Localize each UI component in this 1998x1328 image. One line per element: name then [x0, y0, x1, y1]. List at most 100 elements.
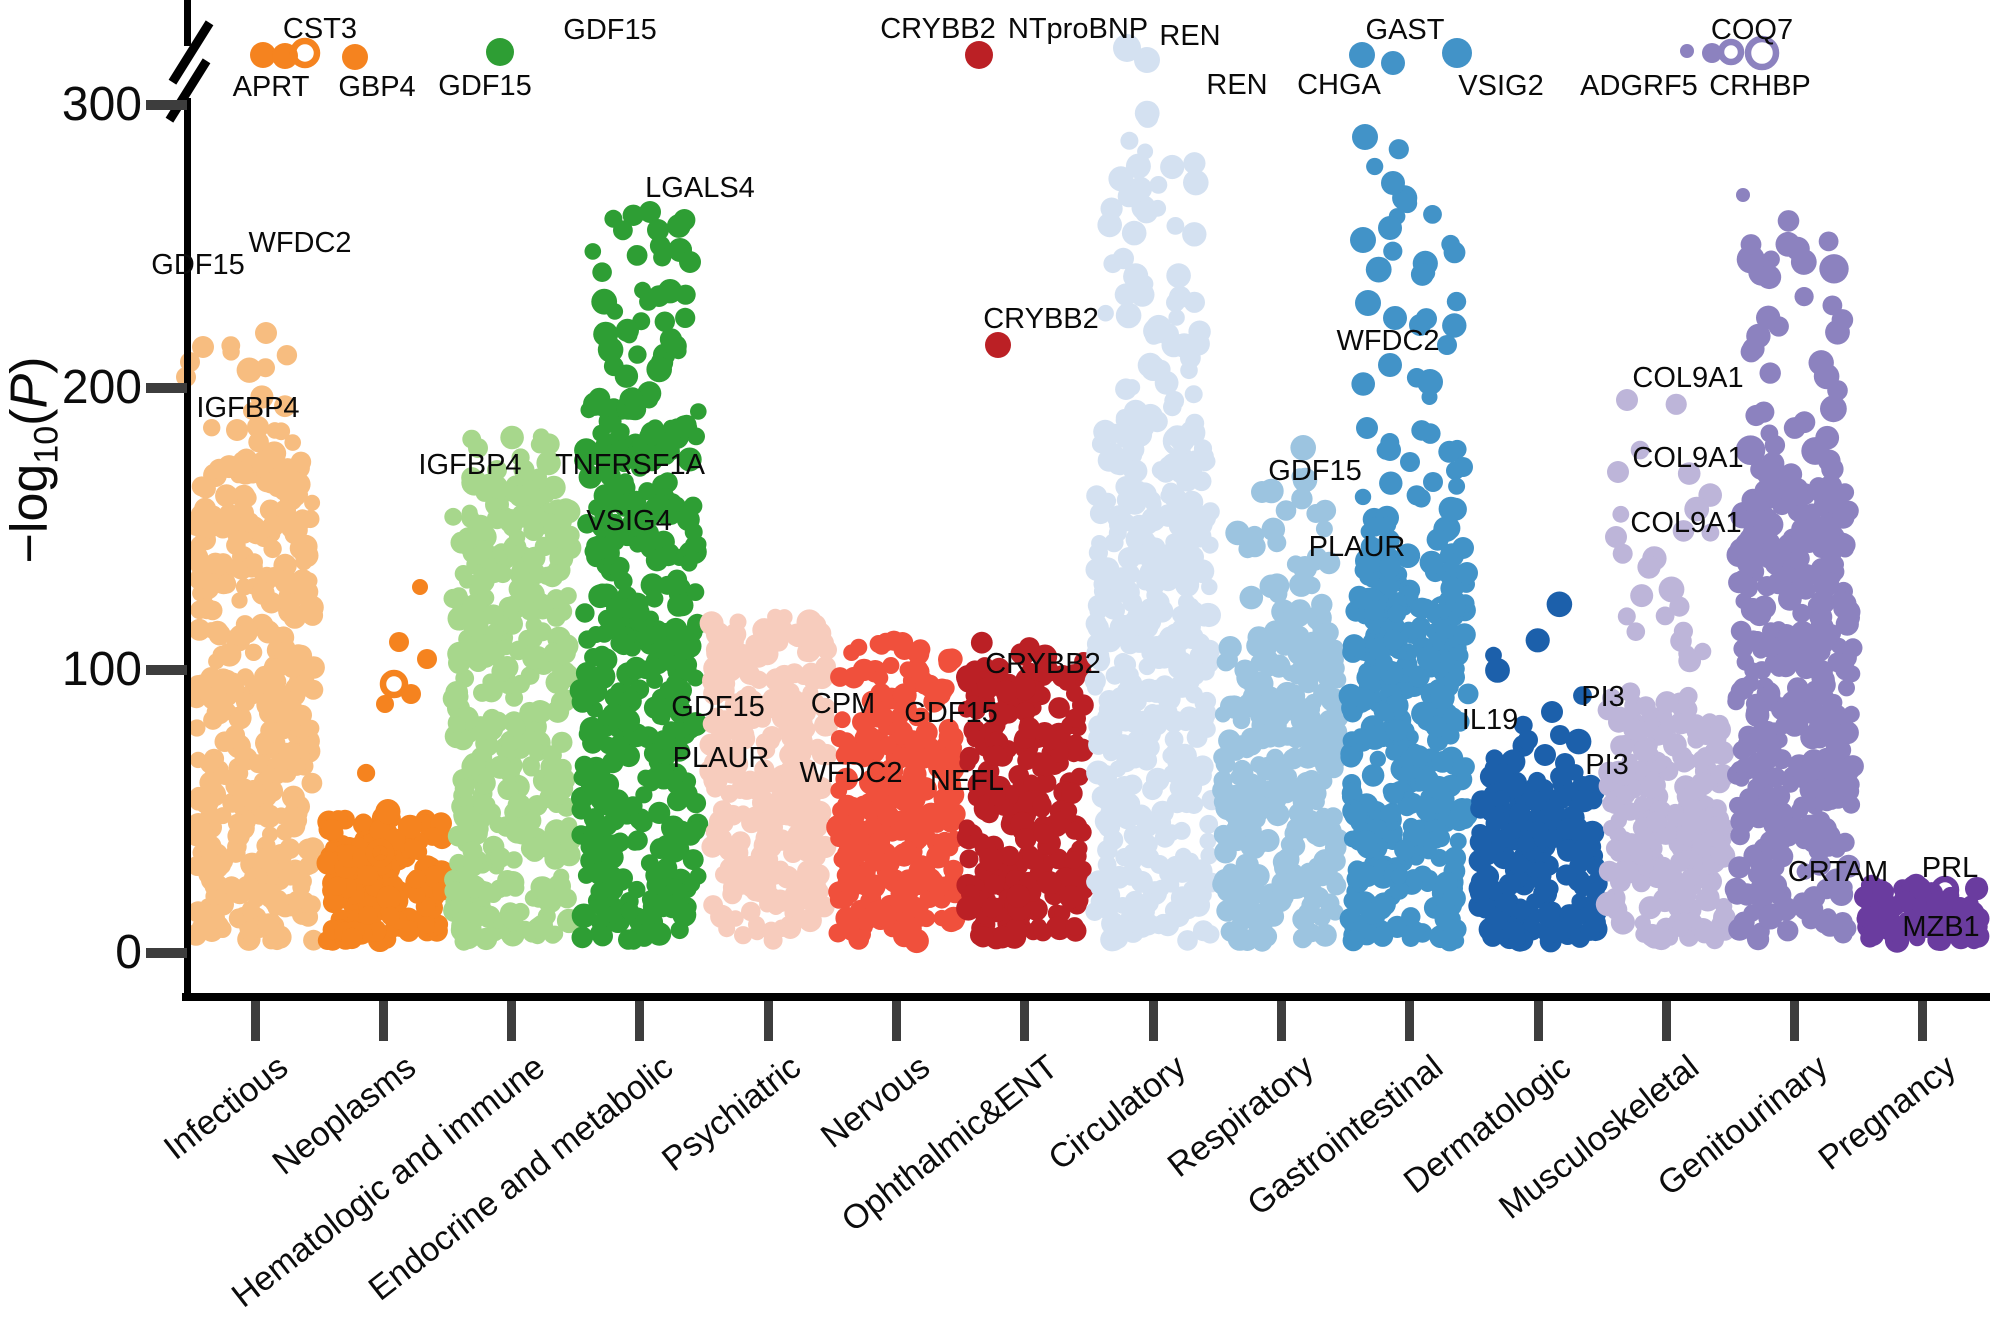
data-point: [705, 639, 728, 661]
data-point: [808, 881, 829, 902]
data-point: [1034, 754, 1057, 777]
data-point: [1089, 502, 1112, 525]
data-point: [1811, 619, 1828, 637]
data-point: [1383, 782, 1405, 804]
data-point: [1256, 829, 1280, 852]
data-point: [375, 799, 401, 825]
data-point: [1189, 646, 1208, 665]
data-point: [1740, 234, 1762, 255]
data-point: [1550, 725, 1570, 745]
data-point: [1812, 778, 1831, 797]
data-point: [1197, 603, 1221, 628]
data-point: [734, 724, 755, 745]
data-point: [1349, 42, 1375, 68]
data-point: [1457, 683, 1479, 705]
data-point: [1674, 752, 1695, 773]
data-point: [1430, 685, 1455, 710]
gene-annotation-label: PLAUR: [1308, 531, 1406, 563]
data-point: [1014, 828, 1037, 850]
data-point: [789, 630, 806, 648]
gene-annotation-label: VSIG2: [1458, 70, 1544, 102]
data-point: [573, 768, 591, 787]
data-point: [1526, 893, 1543, 910]
data-point: [809, 819, 828, 837]
data-point: [1528, 771, 1547, 790]
data-point: [872, 798, 890, 817]
data-point: [1485, 814, 1503, 832]
data-point: [1400, 621, 1418, 639]
data-point: [1610, 910, 1635, 935]
data-point: [1616, 389, 1638, 411]
data-point: [1505, 921, 1525, 941]
data-point: [613, 220, 633, 241]
data-point: [187, 901, 209, 923]
data-point: [191, 476, 212, 497]
data-point: [860, 769, 884, 793]
data-point: [1681, 813, 1704, 837]
data-point: [708, 707, 726, 726]
data-point: [1546, 591, 1573, 618]
data-point: [358, 905, 378, 925]
data-point: [1379, 439, 1401, 461]
data-point: [1346, 869, 1365, 889]
data-point: [724, 876, 746, 898]
data-point: [507, 718, 526, 738]
data-point: [1188, 320, 1211, 343]
data-point: [1325, 871, 1344, 890]
data-point: [1441, 234, 1460, 254]
data-point: [1120, 131, 1139, 150]
data-point: [861, 874, 886, 899]
data-point: [401, 684, 421, 704]
data-point: [1175, 572, 1200, 597]
data-point: [1342, 929, 1365, 952]
data-point: [622, 204, 644, 226]
data-point: [639, 201, 661, 223]
data-point: [1379, 471, 1403, 495]
data-point: [1826, 748, 1845, 766]
gene-annotation-label: COL9A1: [1632, 442, 1744, 474]
data-point: [1094, 877, 1117, 900]
gene-annotation-label: ADGRF5: [1580, 70, 1698, 102]
data-point: [1406, 485, 1427, 506]
data-point: [449, 853, 468, 873]
data-point: [267, 931, 287, 951]
data-point: [647, 219, 669, 241]
data-point: [1397, 797, 1417, 817]
data-point: [1963, 913, 1983, 933]
data-point: [408, 886, 426, 904]
data-point: [1251, 796, 1270, 815]
data-point: [989, 789, 1007, 807]
data-point: [546, 607, 566, 627]
data-point: [1442, 38, 1472, 68]
data-point: [1419, 875, 1436, 892]
data-point: [1381, 51, 1405, 75]
data-point: [1926, 892, 1948, 914]
data-point: [1150, 855, 1170, 874]
data-point: [190, 536, 208, 554]
data-point: [1360, 902, 1383, 925]
data-point: [1401, 907, 1421, 927]
data-point: [830, 829, 848, 848]
data-point: [936, 761, 956, 781]
data-point: [1580, 820, 1605, 845]
data-point: [531, 914, 553, 936]
x-axis-tick: [1918, 1001, 1928, 1041]
data-point: [584, 648, 603, 667]
data-point: [588, 584, 613, 609]
data-point: [1275, 500, 1297, 521]
data-point: [1452, 537, 1474, 559]
data-point: [1104, 930, 1125, 951]
data-point: [635, 786, 653, 804]
data-point: [586, 835, 611, 860]
data-point: [444, 507, 463, 526]
data-point: [639, 444, 661, 467]
data-point: [1759, 473, 1781, 495]
data-point: [1927, 928, 1950, 951]
data-point: [1005, 869, 1025, 890]
data-point: [1912, 897, 1930, 914]
data-point: [1249, 705, 1271, 726]
data-point: [1150, 600, 1174, 623]
data-point: [1794, 287, 1814, 307]
data-point: [811, 632, 835, 655]
data-point: [1115, 411, 1134, 430]
